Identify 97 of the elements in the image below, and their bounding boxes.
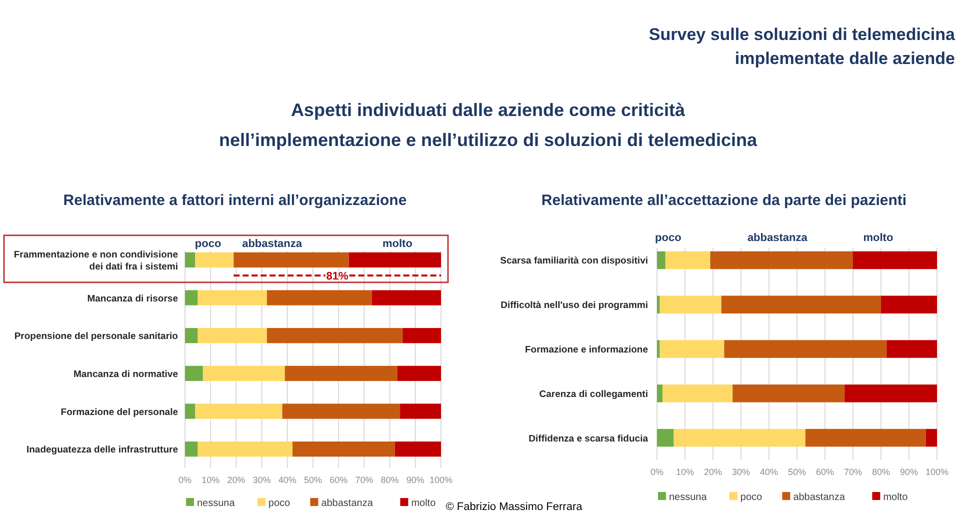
bar	[284, 366, 398, 381]
bar	[266, 290, 372, 306]
bar	[886, 340, 937, 358]
bar	[198, 442, 293, 457]
bar	[202, 366, 285, 381]
x-tick-label: 80%	[380, 475, 399, 485]
x-tick-label: 40%	[760, 467, 778, 477]
x-tick-label: 100%	[925, 467, 949, 477]
bar	[198, 290, 267, 306]
x-tick-label: 60%	[330, 475, 348, 485]
bar	[185, 290, 198, 306]
bar	[185, 328, 198, 344]
bar	[721, 296, 881, 314]
x-tick-label: 10%	[676, 467, 694, 477]
x-tick-label: 90%	[900, 467, 918, 477]
x-tick-label: 70%	[844, 467, 862, 477]
y-tick-label: Difficoltà nell'uso dei programmi	[500, 300, 648, 312]
bar	[665, 251, 710, 270]
x-tick-label: 90%	[406, 475, 424, 485]
bar	[926, 428, 937, 447]
bar	[195, 404, 282, 419]
legend-label: nessuna	[197, 498, 236, 509]
legend-label: molto	[883, 492, 908, 503]
x-tick-label: 0%	[178, 475, 192, 485]
bar	[185, 366, 203, 381]
bar	[234, 252, 349, 268]
y-tick-label: Frammentazione e non condivisione dei dati fra i sistemi	[14, 249, 178, 272]
text: © Fabrizio Massimo Ferrara	[446, 501, 584, 513]
x-tick-label: 20%	[227, 475, 246, 485]
text: poco	[194, 238, 222, 250]
y-tick-label: Diffidenza e scarsa fiducia	[528, 433, 649, 444]
y-tick-label: Formazione e informazione	[525, 344, 648, 356]
y-tick-label: Formazione del personale	[60, 406, 178, 418]
bar	[660, 296, 722, 314]
x-tick-label: 20%	[704, 467, 722, 477]
bar	[660, 340, 724, 358]
bar	[710, 251, 853, 270]
legend-label: abbastanza	[793, 492, 846, 503]
chart-title: Relativamente all’accettazione da parte dei pazienti	[541, 192, 907, 209]
x-tick-label: 30%	[732, 467, 750, 477]
y-tick-label: Inadeguatezza delle infrastrutture	[26, 444, 178, 456]
bar	[657, 428, 674, 447]
x-tick-label: 0%	[650, 467, 664, 477]
chart-title: Relativamente a fattori interni all’organizzazione	[63, 192, 407, 209]
text: Survey sulle soluzioni di telemedicina implementate dalle aziende	[648, 25, 956, 68]
y-tick-label: Propensione del personale sanitario	[14, 331, 178, 342]
bar	[657, 384, 663, 402]
bar	[657, 340, 660, 358]
x-tick-label: 100%	[429, 475, 453, 485]
y-tick-label: Scarsa familiarità con dispositivi	[500, 256, 648, 267]
bar	[724, 340, 887, 358]
bar	[662, 384, 733, 402]
bar	[805, 428, 926, 447]
bar	[657, 251, 666, 270]
x-tick-label: 80%	[872, 467, 890, 477]
bar	[185, 252, 196, 268]
text: abbastanza	[242, 238, 303, 250]
legend-label: poco	[740, 492, 763, 503]
bar	[402, 328, 441, 344]
bar	[844, 384, 937, 402]
bar	[266, 328, 403, 344]
bar	[674, 428, 806, 447]
x-tick-label: 30%	[252, 475, 271, 485]
text: Aspetti individuati dalle aziende come criticità nell’implementazione e nell’utilizzo di soluzioni di telemedicina	[218, 100, 758, 150]
bar	[400, 404, 441, 419]
legend-label: nessuna	[669, 492, 708, 503]
bar	[372, 290, 441, 306]
legend-label: abbastanza	[321, 498, 374, 509]
text: molto	[382, 238, 413, 250]
y-tick-label: Mancanza di risorse	[87, 293, 178, 304]
legend-label: molto	[411, 498, 436, 509]
bar	[198, 328, 267, 344]
y-tick-label: Carenza di collegamenti	[539, 388, 648, 400]
bar	[853, 251, 937, 270]
bar	[185, 442, 198, 457]
text: poco	[655, 232, 682, 244]
bar	[394, 442, 441, 457]
bar	[282, 404, 400, 419]
bar	[195, 252, 234, 268]
x-tick-label: 60%	[816, 467, 834, 477]
bar	[292, 442, 395, 457]
text: abbastanza	[747, 232, 808, 244]
bar	[732, 384, 845, 402]
text: molto	[863, 232, 894, 244]
x-tick-label: 70%	[355, 475, 374, 485]
x-tick-label: 50%	[304, 475, 322, 485]
x-tick-label: 50%	[788, 467, 806, 477]
x-tick-label: 40%	[278, 475, 296, 485]
x-tick-label: 10%	[202, 475, 220, 485]
annotation: 81%	[326, 270, 349, 282]
bar	[397, 366, 441, 381]
bar	[881, 296, 937, 314]
bar	[348, 252, 441, 268]
y-tick-label: Mancanza di normative	[73, 368, 178, 380]
bar	[185, 404, 196, 419]
legend-label: poco	[268, 498, 291, 509]
bar	[657, 296, 660, 314]
